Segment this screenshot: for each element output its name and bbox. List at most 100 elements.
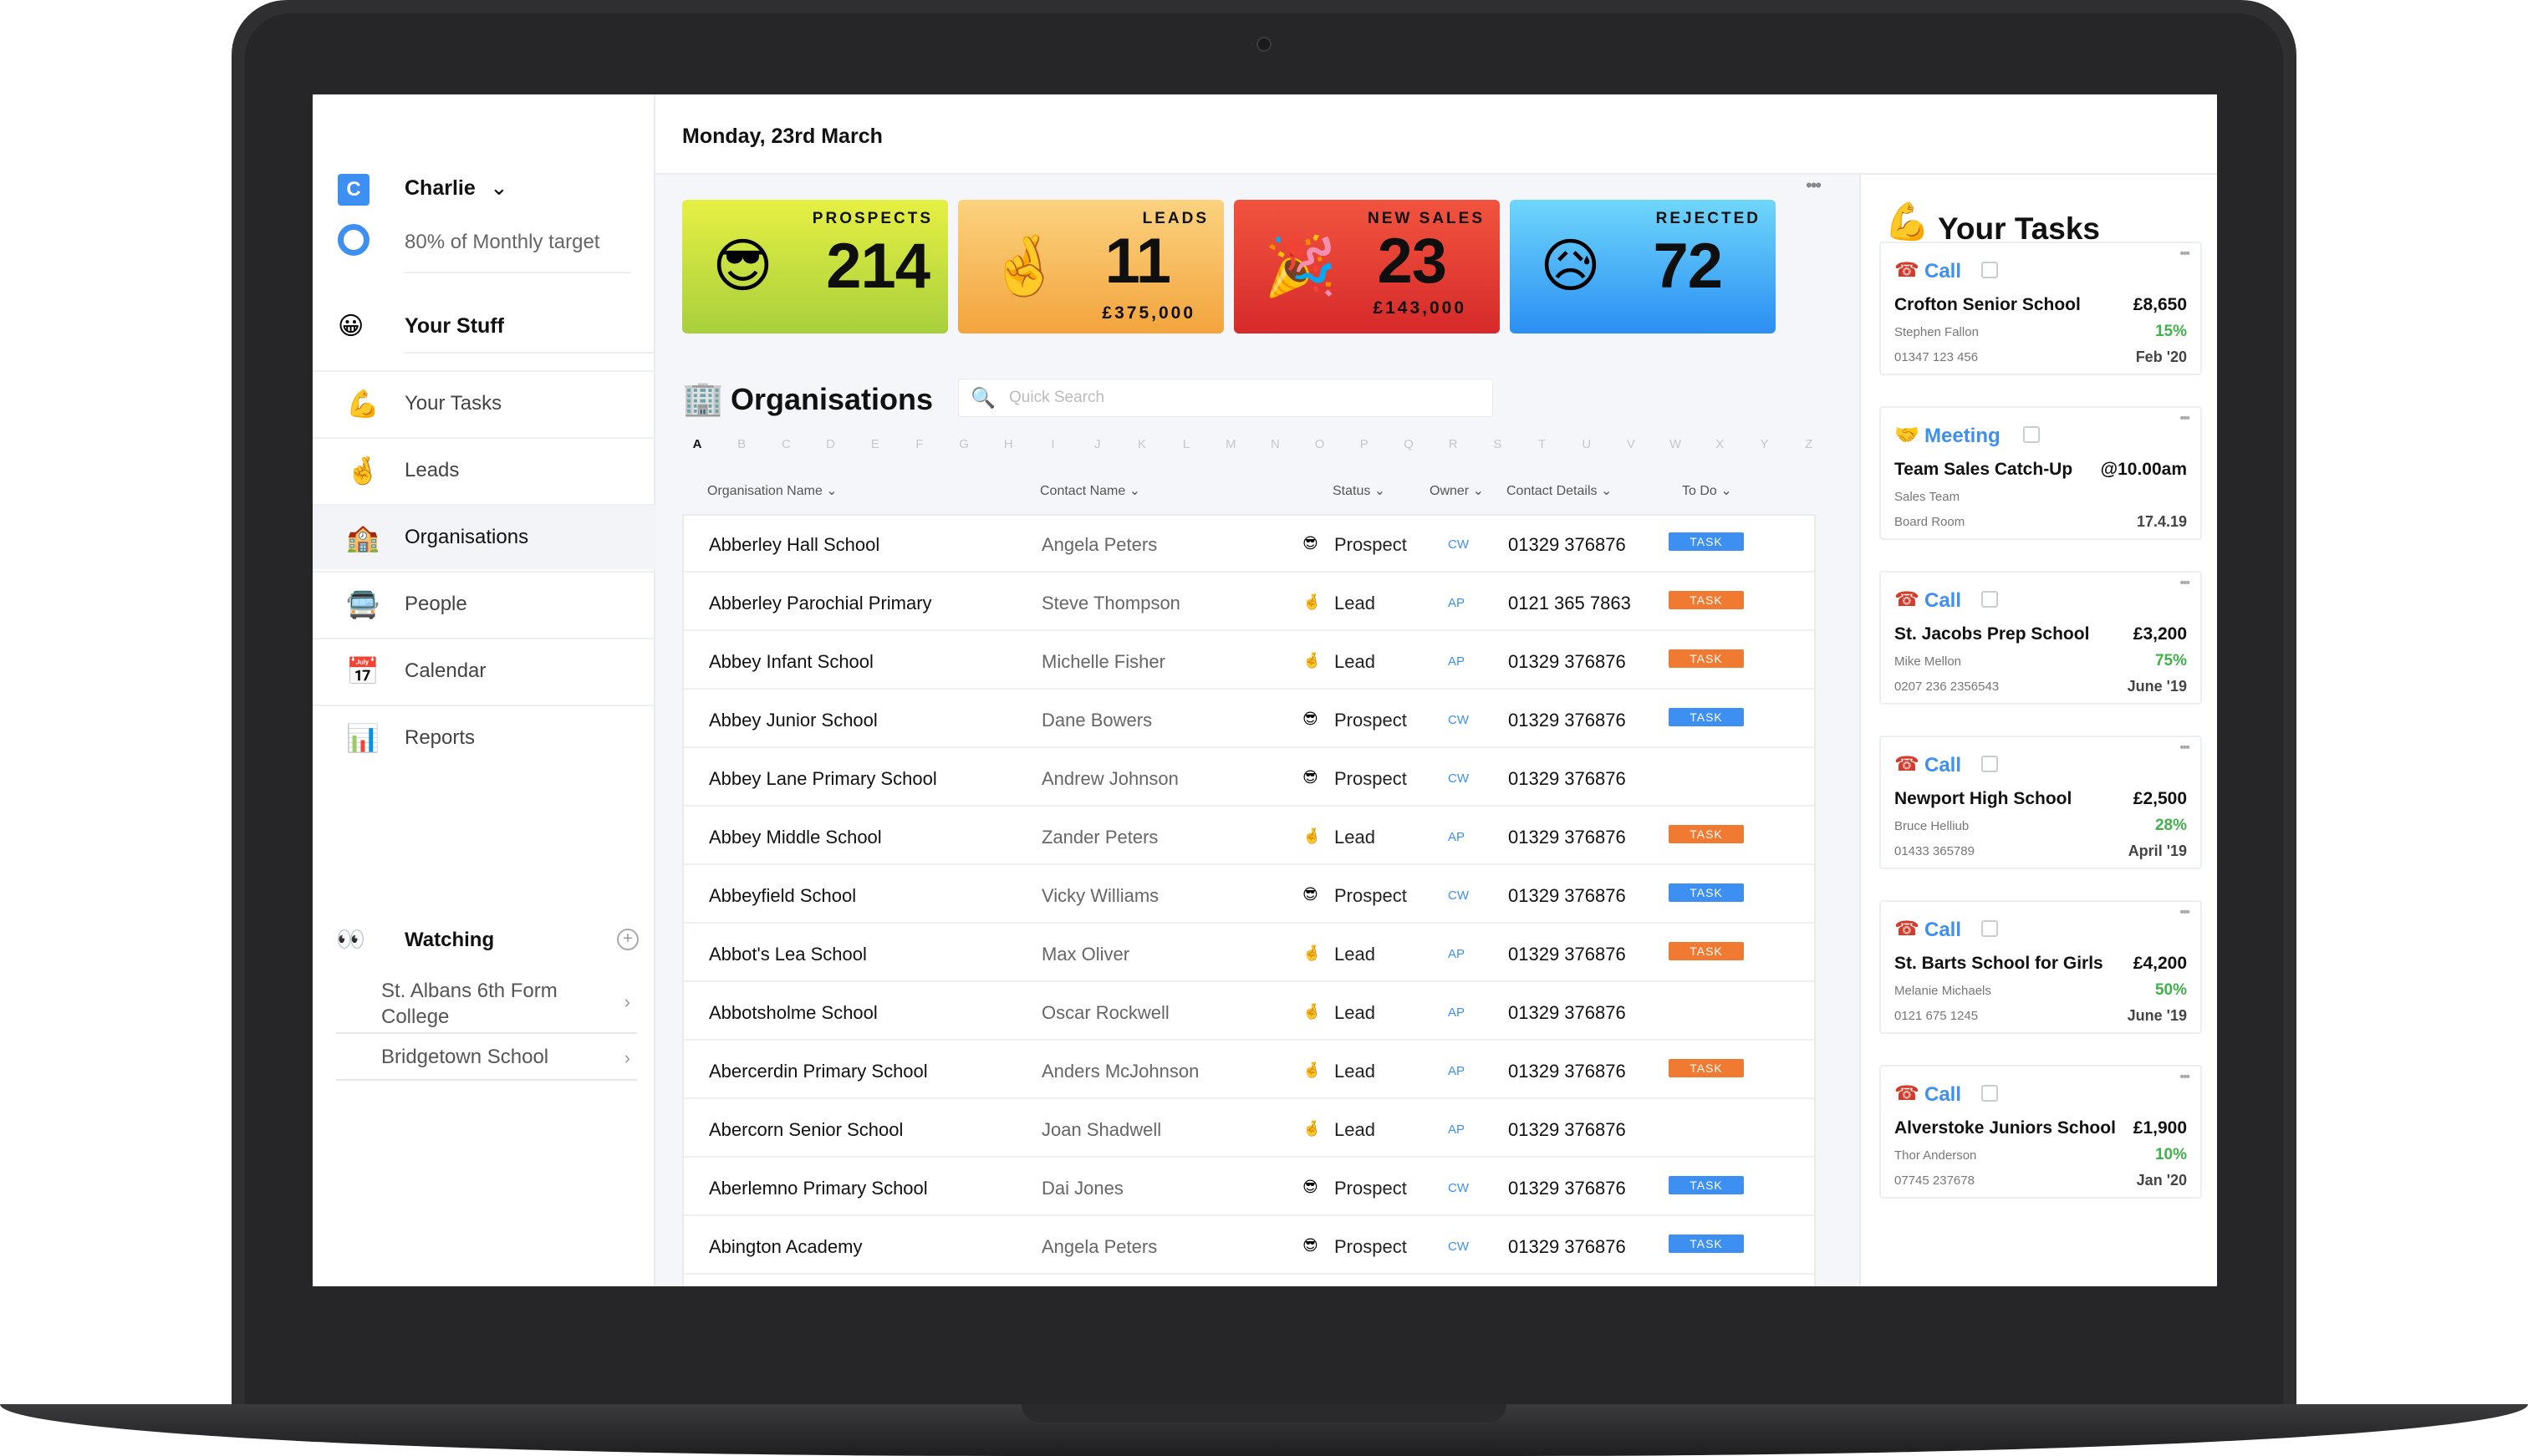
prospects-card[interactable]: PROSPECTS 😎 214 bbox=[682, 200, 948, 333]
org-name[interactable]: Abbey Infant School bbox=[709, 651, 874, 672]
more-options-icon[interactable]: ••• bbox=[2179, 576, 2190, 590]
alphabet-letter[interactable]: I bbox=[1051, 437, 1055, 451]
task-checkbox[interactable] bbox=[1981, 756, 1998, 772]
sidebar-item-calendar[interactable]: 📅 Calendar bbox=[313, 638, 655, 703]
watch-item[interactable]: Bridgetown School › bbox=[336, 1039, 637, 1081]
chevron-down-icon[interactable]: ⌄ bbox=[490, 175, 508, 200]
task-badge[interactable]: TASK bbox=[1669, 1235, 1744, 1253]
alphabet-letter[interactable]: M bbox=[1226, 437, 1236, 451]
leads-card[interactable]: LEADS 🤞 11 £375,000 bbox=[958, 200, 1224, 333]
alphabet-letter[interactable]: U bbox=[1582, 437, 1592, 451]
alphabet-letter[interactable]: Z bbox=[1805, 437, 1813, 451]
alphabet-letter[interactable]: N bbox=[1271, 437, 1280, 451]
more-options-icon[interactable]: ••• bbox=[1806, 175, 1822, 196]
alphabet-letter[interactable]: S bbox=[1493, 437, 1502, 451]
alphabet-letter[interactable]: O bbox=[1314, 437, 1325, 451]
alphabet-letter[interactable]: W bbox=[1669, 437, 1682, 451]
alphabet-letter[interactable]: R bbox=[1448, 437, 1458, 451]
task-checkbox[interactable] bbox=[1981, 262, 1998, 278]
alphabet-letter[interactable]: G bbox=[959, 437, 969, 451]
task-badge[interactable]: TASK bbox=[1669, 708, 1744, 726]
alphabet-letter[interactable]: T bbox=[1537, 437, 1547, 451]
task-card[interactable]: ••• ☎ Call Crofton Senior School £8,650 Steph… bbox=[1879, 242, 2202, 375]
task-card[interactable]: ••• ☎ Call St. Jacobs Prep School £3,200 Mike… bbox=[1879, 571, 2202, 705]
more-options-icon[interactable]: ••• bbox=[2179, 247, 2190, 261]
alphabet-letter[interactable]: J bbox=[1093, 437, 1101, 451]
alphabet-letter[interactable]: F bbox=[915, 437, 924, 451]
alphabet-letter[interactable]: P bbox=[1359, 437, 1368, 451]
task-badge[interactable]: TASK bbox=[1669, 532, 1744, 551]
org-name[interactable]: Abbey Junior School bbox=[709, 710, 878, 731]
alphabet-letter[interactable]: H bbox=[1003, 437, 1013, 451]
contact-phone[interactable]: 01329 376876 bbox=[1508, 885, 1626, 906]
new-sales-card[interactable]: NEW SALES 🎉 23 £143,000 bbox=[1234, 200, 1500, 333]
alphabet-letter[interactable]: C bbox=[781, 437, 791, 451]
sidebar-item-leads[interactable]: 🤞 Leads bbox=[313, 437, 655, 502]
alphabet-letter[interactable]: K bbox=[1137, 437, 1146, 451]
contact-phone[interactable]: 0121 365 7863 bbox=[1508, 593, 1631, 613]
column-header-status[interactable]: Status ⌄ bbox=[1333, 484, 1386, 498]
task-badge[interactable]: TASK bbox=[1669, 649, 1744, 668]
contact-phone[interactable]: 01329 376876 bbox=[1508, 768, 1626, 789]
column-header-details[interactable]: Contact Details ⌄ bbox=[1506, 484, 1613, 498]
org-name[interactable]: Abbey Lane Primary School bbox=[709, 768, 937, 789]
org-name[interactable]: Abbotsholme School bbox=[709, 1002, 878, 1023]
table-row[interactable]: Abbeyfield School Vicky Williams Prospect C… bbox=[684, 865, 1814, 924]
contact-phone[interactable]: 01329 376876 bbox=[1508, 1236, 1626, 1257]
org-name[interactable]: Abbeyfield School bbox=[709, 885, 857, 906]
task-checkbox[interactable] bbox=[1981, 1085, 1998, 1102]
alphabet-letter[interactable]: D bbox=[826, 437, 835, 451]
more-options-icon[interactable]: ••• bbox=[2179, 1070, 2190, 1084]
alphabet-letter[interactable]: A bbox=[692, 437, 702, 451]
task-badge[interactable]: TASK bbox=[1669, 1059, 1744, 1077]
table-row[interactable]: Abbey Infant School Michelle Fisher Lead AP… bbox=[684, 631, 1814, 690]
task-checkbox[interactable] bbox=[2023, 426, 2040, 443]
contact-phone[interactable]: 01329 376876 bbox=[1508, 1178, 1626, 1199]
task-card[interactable]: ••• 🤝 Meeting Team Sales Catch-Up @10.00am Sa… bbox=[1879, 406, 2202, 540]
table-row[interactable]: Abberley Hall School Angela Peters Prospec… bbox=[684, 516, 1814, 573]
alphabet-letter[interactable]: V bbox=[1626, 437, 1635, 451]
sidebar-item-people[interactable]: 🚍 People bbox=[313, 571, 655, 636]
contact-phone[interactable]: 01329 376876 bbox=[1508, 651, 1626, 672]
alphabet-letter[interactable]: X bbox=[1715, 437, 1725, 451]
alphabet-letter[interactable]: Y bbox=[1760, 437, 1769, 451]
task-badge[interactable]: TASK bbox=[1669, 942, 1744, 960]
more-options-icon[interactable]: ••• bbox=[2179, 905, 2190, 919]
column-header-contact[interactable]: Contact Name ⌄ bbox=[1040, 484, 1141, 498]
table-row[interactable]: Aberlemno Primary School Dai Jones Prospec… bbox=[684, 1158, 1814, 1216]
org-name[interactable]: Abbot's Lea School bbox=[709, 944, 867, 965]
contact-phone[interactable]: 01329 376876 bbox=[1508, 827, 1626, 848]
task-card[interactable]: ••• ☎ Call Alverstoke Juniors School £1,900 T… bbox=[1879, 1065, 2202, 1199]
table-row[interactable]: Abberley Parochial Primary Steve Thompson… bbox=[684, 573, 1814, 631]
task-card[interactable]: ••• ☎ Call St. Barts School for Girls £4,200… bbox=[1879, 900, 2202, 1034]
add-watch-icon[interactable]: + bbox=[617, 929, 639, 950]
contact-phone[interactable]: 01329 376876 bbox=[1508, 1002, 1626, 1023]
task-badge[interactable]: TASK bbox=[1669, 883, 1744, 902]
table-row[interactable]: Abercerdin Primary School Anders McJohnso… bbox=[684, 1041, 1814, 1099]
org-name[interactable]: Abberley Parochial Primary bbox=[709, 593, 932, 613]
org-name[interactable]: Aberlemno Primary School bbox=[709, 1178, 928, 1199]
org-name[interactable]: Abberley Hall School bbox=[709, 534, 880, 555]
task-badge[interactable]: TASK bbox=[1669, 1176, 1744, 1194]
table-row[interactable]: Abbey Junior School Dane Bowers Prospect CW… bbox=[684, 690, 1814, 748]
table-row[interactable]: Abington Academy Angela Peters Prospect CW 0… bbox=[684, 1216, 1814, 1275]
search-input[interactable] bbox=[1009, 386, 1477, 410]
alphabet-letter[interactable]: B bbox=[737, 437, 747, 451]
contact-phone[interactable]: 01329 376876 bbox=[1508, 1061, 1626, 1082]
org-name[interactable]: Abercorn Senior School bbox=[709, 1119, 904, 1140]
alphabet-letter[interactable]: E bbox=[870, 437, 879, 451]
column-header-owner[interactable]: Owner ⌄ bbox=[1430, 484, 1484, 498]
rejected-card[interactable]: REJECTED 😥 72 bbox=[1510, 200, 1776, 333]
sidebar-item-reports[interactable]: 📊 Reports bbox=[313, 705, 655, 770]
contact-phone[interactable]: 01329 376876 bbox=[1508, 534, 1626, 555]
table-row[interactable]: Abbot's Lea School Max Oliver Lead AP 01329 … bbox=[684, 924, 1814, 982]
org-name[interactable]: Abbey Middle School bbox=[709, 827, 882, 848]
task-badge[interactable]: TASK bbox=[1669, 591, 1744, 609]
contact-phone[interactable]: 01329 376876 bbox=[1508, 1119, 1626, 1140]
task-checkbox[interactable] bbox=[1981, 591, 1998, 608]
more-options-icon[interactable]: ••• bbox=[2179, 411, 2190, 425]
task-checkbox[interactable] bbox=[1981, 920, 1998, 937]
org-name[interactable]: Abington Academy bbox=[709, 1236, 863, 1257]
watch-item[interactable]: St. Albans 6th Form College › bbox=[336, 974, 637, 1034]
alphabet-letter[interactable]: L bbox=[1182, 437, 1190, 451]
